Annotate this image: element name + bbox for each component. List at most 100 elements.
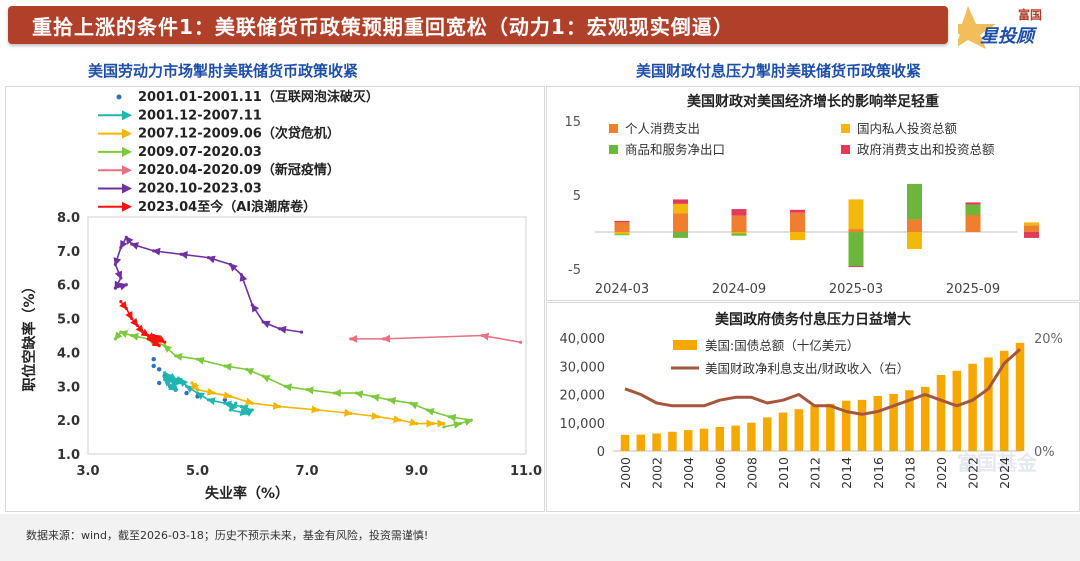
star-icon xyxy=(958,6,996,49)
data-segment xyxy=(239,404,253,413)
data-segment xyxy=(213,391,232,400)
data-point xyxy=(179,381,183,385)
bar-segment xyxy=(614,232,630,235)
legend-marker xyxy=(673,340,697,350)
y-tick-label: 5.0 xyxy=(57,313,80,328)
bar xyxy=(826,403,835,451)
bar xyxy=(999,350,1009,451)
legend-label: 2001.12-2007.11 xyxy=(138,108,262,123)
data-point xyxy=(113,286,117,290)
data-point xyxy=(119,330,123,334)
bar xyxy=(762,417,772,451)
data-point xyxy=(151,357,156,362)
data-segment xyxy=(130,332,149,341)
x-axis-label: 失业率（%） xyxy=(205,485,289,502)
y-tick-label: 3.0 xyxy=(57,380,80,395)
bar xyxy=(968,363,977,451)
data-point xyxy=(152,249,156,253)
debt-panel: 美国政府债务付息压力日益增大 40,000 30,000 20,000 10,000 0 2… xyxy=(546,302,1080,512)
data-segment xyxy=(195,356,226,367)
bar-segment xyxy=(848,266,864,268)
bar-segment xyxy=(614,234,630,236)
bar xyxy=(984,357,993,451)
data-point xyxy=(206,256,211,260)
data-point xyxy=(250,303,254,307)
y-tick-label: 5 xyxy=(573,189,581,204)
legend-label: 国内私人投资总额 xyxy=(857,121,958,136)
data-point xyxy=(228,262,232,266)
series-group xyxy=(119,300,167,348)
data-point xyxy=(261,320,265,324)
data-point xyxy=(376,415,380,419)
data-point xyxy=(130,242,134,246)
data-point xyxy=(398,418,402,422)
data-point xyxy=(156,380,162,386)
legend-label: 美国:国债总额（十亿美元） xyxy=(705,338,859,353)
data-point xyxy=(278,327,282,331)
legend-marker xyxy=(609,124,618,133)
data-point xyxy=(195,357,200,361)
bar-segment xyxy=(1024,225,1039,232)
y-right-tick-label: 20% xyxy=(1034,332,1063,347)
data-point xyxy=(152,340,156,344)
bar-segment xyxy=(614,222,630,232)
y-right-tick-label: 0% xyxy=(1034,445,1055,460)
data-point xyxy=(409,401,413,405)
x-tick-label: 2025-09 xyxy=(946,282,1000,297)
bar-segment xyxy=(848,229,864,232)
bar-segment xyxy=(731,232,747,234)
data-segment xyxy=(119,330,133,338)
data-segment xyxy=(460,418,473,426)
x-tick-label: 2022 xyxy=(966,457,981,489)
data-segment xyxy=(230,395,254,406)
data-segment xyxy=(152,247,182,256)
data-segment xyxy=(279,405,320,414)
bar-segment xyxy=(614,220,630,223)
gdp-contribution-chart: 美国财政对美国经济增长的影响举足轻重 15 5 -5 2024-03 2024-09 202… xyxy=(564,93,1039,297)
bar xyxy=(668,431,677,451)
data-point xyxy=(113,262,117,266)
data-point xyxy=(222,397,228,403)
bar-segment xyxy=(673,199,688,204)
x-tick-label: 2024-09 xyxy=(712,282,766,297)
data-segment xyxy=(174,352,198,361)
watermark: 富国基金 xyxy=(957,451,1038,475)
legend-label: 2007.12-2009.06（次贷危机） xyxy=(138,126,340,142)
data-point xyxy=(179,377,183,382)
footer-source: 数据来源：wind，截至2026-03-18；历史不预示未来，基金有风险，投资需… xyxy=(26,529,429,542)
data-segment xyxy=(245,368,264,377)
bar xyxy=(715,426,725,451)
bar xyxy=(920,386,930,451)
bar xyxy=(747,422,756,451)
data-point xyxy=(332,391,336,395)
x-tick-label: 2002 xyxy=(650,457,665,489)
data-segment xyxy=(251,303,264,323)
y-tick-label: 6.0 xyxy=(57,279,80,294)
bar-segment xyxy=(731,215,747,232)
data-point xyxy=(349,337,353,341)
x-tick-label: 2016 xyxy=(871,457,886,489)
data-segment xyxy=(305,386,335,395)
data-segment xyxy=(354,390,373,399)
beveridge-chart: 1.0 2.0 3.0 4.0 5.0 6.0 7.0 8.0 3.0 5.0 7.0 9.0 11.0… xyxy=(21,89,542,502)
bar xyxy=(936,375,946,451)
x-tick-label: 2018 xyxy=(902,457,917,489)
data-point xyxy=(239,405,243,409)
legend-label: 商品和服务净出口 xyxy=(625,142,725,157)
data-point xyxy=(382,337,386,341)
bar xyxy=(778,412,788,451)
y-left-tick-label: 0 xyxy=(597,445,605,460)
data-point xyxy=(261,374,265,378)
data-point xyxy=(316,408,320,412)
bar-segment xyxy=(731,209,747,216)
x-tick-label: 2010 xyxy=(776,457,791,489)
x-tick-label: 5.0 xyxy=(186,464,209,479)
bar xyxy=(1015,342,1025,451)
data-point xyxy=(206,398,211,402)
data-segment xyxy=(229,263,242,276)
data-segment xyxy=(261,375,286,388)
legend-label: 2020.10-2023.03 xyxy=(138,182,262,197)
data-point xyxy=(349,411,353,415)
legend-label: 个人消费支出 xyxy=(625,121,700,136)
data-point xyxy=(458,421,462,426)
